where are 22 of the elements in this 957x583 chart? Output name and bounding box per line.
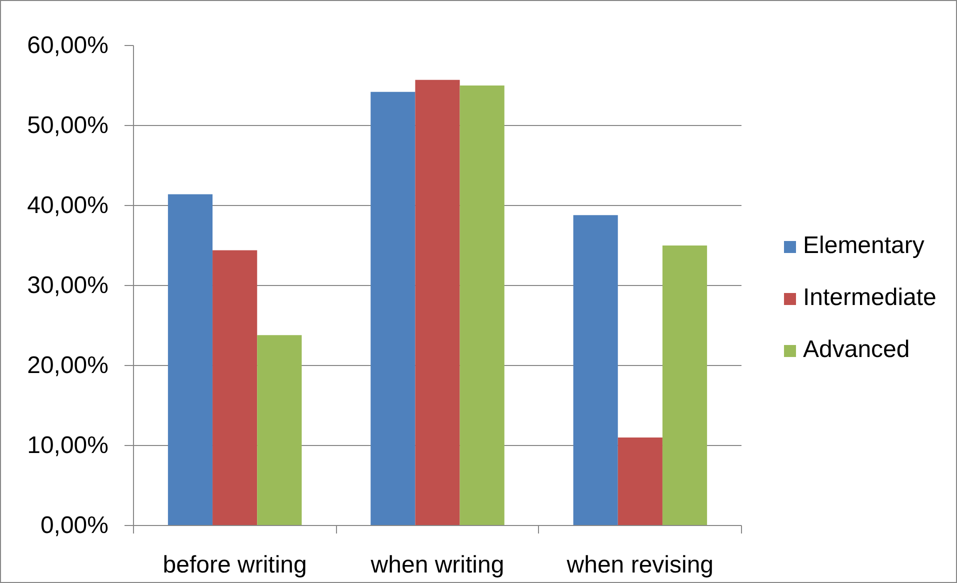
y-tick-label: 20,00%: [27, 352, 109, 379]
bar: [168, 194, 213, 526]
bar: [573, 215, 618, 526]
y-tick-label: 10,00%: [27, 432, 109, 459]
x-tick-label: when writing: [370, 552, 504, 578]
legend-label: Intermediate: [803, 284, 936, 312]
bar: [370, 92, 416, 526]
legend-label: Advanced: [803, 336, 910, 364]
bar: [460, 86, 504, 526]
legend-label: Elementary: [803, 232, 924, 260]
y-tick-label: 30,00%: [27, 272, 109, 299]
y-tick-label: 40,00%: [27, 192, 109, 219]
bar: [415, 80, 460, 526]
bar: [257, 335, 302, 526]
bar: [662, 246, 708, 526]
x-tick-label: when revising: [566, 552, 714, 578]
bar: [618, 438, 662, 526]
x-tick-label: before writing: [162, 552, 307, 578]
y-tick-label: 50,00%: [27, 112, 109, 139]
bar: [212, 250, 258, 526]
y-tick-label: 60,00%: [27, 32, 109, 59]
y-tick-label: 0,00%: [40, 512, 109, 539]
